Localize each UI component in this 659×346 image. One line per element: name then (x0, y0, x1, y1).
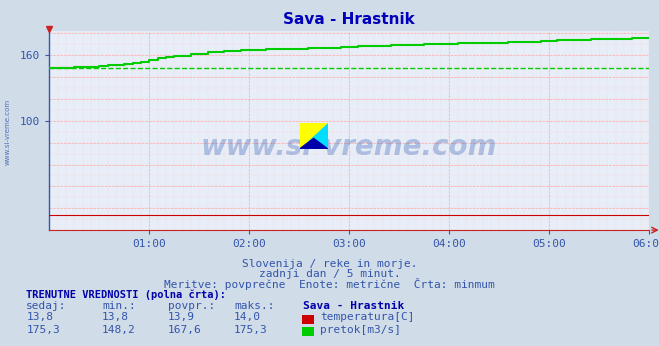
Text: 13,8: 13,8 (102, 312, 129, 322)
Text: 175,3: 175,3 (234, 325, 268, 335)
Text: pretok[m3/s]: pretok[m3/s] (320, 325, 401, 335)
Text: 14,0: 14,0 (234, 312, 261, 322)
Text: sedaj:: sedaj: (26, 301, 67, 311)
Text: www.si-vreme.com: www.si-vreme.com (201, 133, 498, 161)
Text: zadnji dan / 5 minut.: zadnji dan / 5 minut. (258, 270, 401, 280)
Text: 13,8: 13,8 (26, 312, 53, 322)
Text: min.:: min.: (102, 301, 136, 311)
Text: maks.:: maks.: (234, 301, 274, 311)
Polygon shape (300, 123, 328, 149)
Polygon shape (300, 123, 328, 149)
Text: www.si-vreme.com: www.si-vreme.com (5, 98, 11, 165)
Text: Slovenija / reke in morje.: Slovenija / reke in morje. (242, 259, 417, 269)
Polygon shape (300, 138, 328, 149)
Text: 175,3: 175,3 (26, 325, 60, 335)
Text: 167,6: 167,6 (168, 325, 202, 335)
Text: 13,9: 13,9 (168, 312, 195, 322)
Text: Meritve: povprečne  Enote: metrične  Črta: minmum: Meritve: povprečne Enote: metrične Črta:… (164, 278, 495, 290)
Text: povpr.:: povpr.: (168, 301, 215, 311)
Text: Sava - Hrastnik: Sava - Hrastnik (303, 301, 405, 311)
Text: temperatura[C]: temperatura[C] (320, 312, 415, 322)
Text: 148,2: 148,2 (102, 325, 136, 335)
Title: Sava - Hrastnik: Sava - Hrastnik (283, 12, 415, 27)
Text: TRENUTNE VREDNOSTI (polna črta):: TRENUTNE VREDNOSTI (polna črta): (26, 290, 226, 300)
